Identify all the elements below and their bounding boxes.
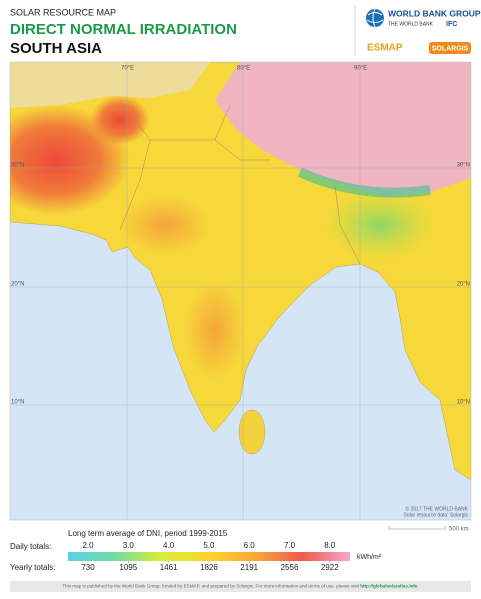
scale-bar <box>388 526 446 530</box>
wbg-text: WORLD BANK GROUP <box>388 8 481 18</box>
lat-label: 30°N <box>457 163 470 169</box>
footer-text: This map is published by the World Bank … <box>62 584 359 589</box>
ifc-text: IFC <box>446 21 457 28</box>
copyright: © 2017 THE WORLD BANK <box>406 505 469 512</box>
title: DIRECT NORMAL IRRADIATION <box>10 21 237 38</box>
legend-title: Long term average of DNI, period 1999-20… <box>68 529 228 538</box>
unit: kWh/m² <box>357 554 382 561</box>
legend-values: 2.0 3.0 4.0 5.0 6.0 7.0 8.0 730 1095 1461 1826 2191… <box>81 541 339 572</box>
region: SOUTH ASIA <box>10 40 102 57</box>
daily-value: 3.0 <box>123 541 135 550</box>
daily-label: Daily totals: <box>10 542 51 551</box>
sri-lanka <box>238 409 266 455</box>
solargis-badge <box>429 42 471 54</box>
wbg-globe <box>366 9 384 27</box>
solargis-text: SOLARGIS <box>432 45 469 52</box>
scale-label: 500 km <box>449 527 469 533</box>
lat-label: 10°N <box>457 400 470 406</box>
daily-value: 8.0 <box>324 541 336 550</box>
lat-label: 20°N <box>457 282 470 288</box>
footer: This map is published by the World Bank … <box>62 584 417 589</box>
daily-value: 2.0 <box>82 541 94 550</box>
yearly-value: 2556 <box>281 563 299 572</box>
footer-band <box>10 581 471 592</box>
color-ramp <box>68 552 350 561</box>
map <box>10 62 471 520</box>
lon-label: 70°E <box>121 66 134 72</box>
yearly-value: 1826 <box>200 563 218 572</box>
lat-label: 30°N <box>11 163 24 169</box>
yearly-value: 2922 <box>321 563 339 572</box>
lat-label: 10°N <box>11 400 24 406</box>
graticule <box>10 62 471 520</box>
lat-label: 20°N <box>11 282 24 288</box>
daily-value: 4.0 <box>163 541 175 550</box>
yearly-value: 1095 <box>119 563 137 572</box>
daily-value: 5.0 <box>203 541 215 550</box>
wb-text: THE WORLD BANK <box>388 21 434 27</box>
lon-label: 90°E <box>354 66 367 72</box>
lon-label: 80°E <box>237 66 250 72</box>
yearly-value: 2191 <box>240 563 258 572</box>
footer-link[interactable]: http://globalsolaratlas.info <box>360 584 418 589</box>
yearly-value: 1461 <box>160 563 178 572</box>
yearly-value: 730 <box>81 563 95 572</box>
esmap-text: ESMAP <box>367 43 403 54</box>
borders <box>119 99 361 265</box>
yearly-label: Yearly totals: <box>10 563 56 572</box>
daily-value: 6.0 <box>244 541 256 550</box>
source: Solar resource data: Solargis <box>404 512 469 518</box>
subtitle: SOLAR RESOURCE MAP <box>10 7 116 17</box>
daily-value: 7.0 <box>284 541 296 550</box>
